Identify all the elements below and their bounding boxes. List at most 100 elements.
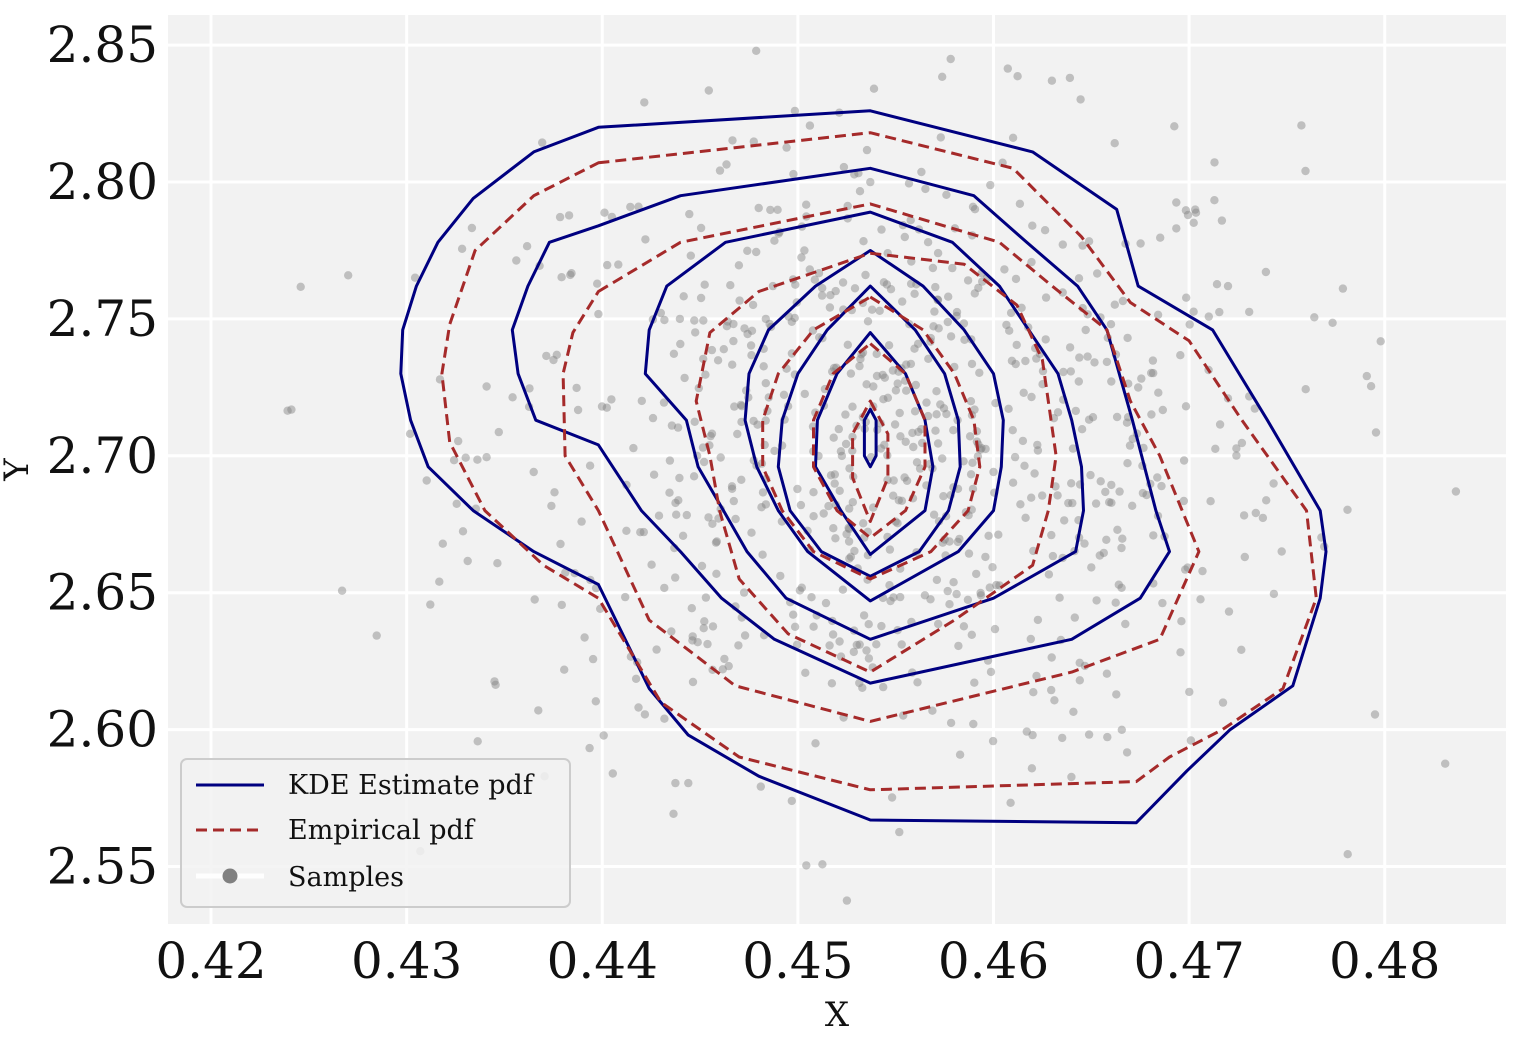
sample-point	[869, 84, 879, 93]
sample-point	[1028, 730, 1037, 740]
sample-point	[1027, 764, 1037, 773]
sample-point	[841, 410, 850, 419]
sample-point	[1154, 388, 1163, 397]
sample-point	[779, 390, 789, 399]
sample-point	[981, 552, 990, 562]
sample-point	[970, 678, 979, 687]
sample-point	[948, 263, 957, 273]
sample-point	[482, 453, 491, 462]
sample-point	[707, 345, 717, 355]
sample-point	[875, 306, 884, 315]
sample-point	[665, 488, 674, 497]
sample-point	[626, 202, 635, 212]
sample-point	[1027, 392, 1036, 402]
sample-point	[787, 796, 796, 806]
sample-point	[729, 319, 738, 329]
sample-point	[1210, 158, 1219, 167]
sample-point	[1224, 607, 1234, 616]
kde-contour-line	[862, 407, 878, 469]
sample-point	[1181, 402, 1191, 411]
sample-point	[660, 714, 669, 723]
sample-point	[512, 256, 521, 265]
sample-point	[660, 583, 669, 593]
sample-point	[1096, 477, 1105, 486]
y-tick-label: 2.65	[47, 564, 158, 622]
sample-point	[843, 340, 852, 349]
sample-point	[567, 269, 576, 278]
sample-point	[877, 225, 886, 234]
sample-point	[337, 586, 347, 595]
sample-point	[573, 405, 583, 415]
sample-point	[992, 580, 1001, 590]
sample-point	[931, 426, 940, 435]
sample-point	[749, 416, 758, 426]
sample-point	[945, 600, 954, 609]
sample-point	[924, 354, 933, 363]
sample-point	[372, 631, 381, 640]
sample-point	[426, 600, 435, 609]
sample-point	[682, 510, 691, 520]
y-tick-label: 2.75	[47, 290, 158, 348]
sample-point	[810, 275, 819, 284]
sample-point	[879, 278, 889, 287]
sample-point	[607, 395, 616, 404]
sample-point	[802, 200, 811, 209]
sample-point	[946, 718, 956, 728]
sample-point	[858, 683, 867, 692]
sample-point	[954, 641, 963, 651]
sample-point	[1067, 772, 1076, 782]
sample-point	[593, 279, 602, 288]
sample-point	[749, 137, 758, 146]
sample-point	[1005, 326, 1014, 335]
sample-point	[1211, 444, 1220, 453]
sample-point	[889, 491, 898, 500]
sample-point	[752, 247, 761, 257]
sample-point	[699, 457, 709, 467]
sample-point	[640, 98, 649, 107]
sample-point	[1147, 410, 1156, 419]
sample-point	[845, 464, 854, 473]
sample-point	[936, 133, 945, 142]
sample-point	[900, 473, 909, 482]
sample-point	[909, 442, 918, 452]
sample-point	[1011, 274, 1021, 284]
sample-point	[963, 276, 973, 285]
sample-point	[647, 560, 656, 569]
sample-point	[906, 279, 916, 288]
sample-point	[856, 354, 865, 364]
sample-point	[852, 640, 861, 650]
sample-point	[1240, 552, 1250, 562]
sample-point	[967, 359, 977, 369]
sample-point	[1451, 487, 1461, 496]
sample-point	[986, 667, 996, 677]
sample-point	[965, 432, 975, 441]
sample-point	[733, 429, 742, 439]
sample-point	[1297, 121, 1306, 130]
sample-point	[1125, 441, 1135, 450]
sample-point	[591, 697, 600, 706]
sample-point	[1232, 451, 1241, 460]
sample-point	[911, 380, 920, 390]
sample-point	[970, 405, 979, 414]
sample-point	[1176, 648, 1185, 657]
sample-point	[1081, 325, 1090, 335]
sample-point	[1328, 318, 1337, 327]
contour-lines	[399, 109, 1328, 825]
sample-point	[952, 589, 961, 599]
sample-point	[920, 591, 930, 600]
sample-point	[913, 339, 923, 348]
sample-point	[981, 444, 990, 454]
empirical-contour-line	[694, 251, 1058, 674]
sample-point	[1093, 269, 1102, 278]
sample-point	[1177, 617, 1186, 626]
sample-point	[893, 379, 902, 388]
sample-point	[863, 317, 873, 326]
sample-point	[862, 145, 872, 155]
sample-point	[748, 300, 758, 310]
sample-point	[740, 631, 750, 640]
sample-point	[1156, 233, 1165, 242]
sample-point	[747, 326, 757, 335]
sample-point	[747, 351, 756, 360]
sample-point	[809, 512, 818, 521]
sample-point	[703, 639, 712, 649]
